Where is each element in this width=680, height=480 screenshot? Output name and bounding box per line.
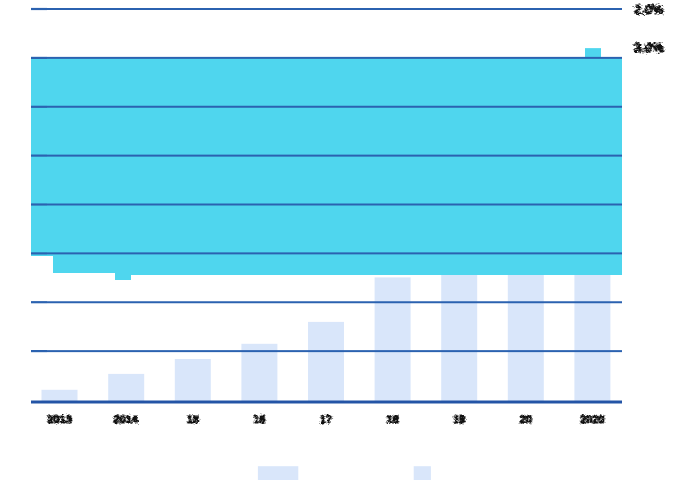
svg-text:3.0%: 3.0% [634,40,664,55]
svg-text:18: 18 [387,414,399,426]
svg-text:20: 20 [520,414,532,426]
svg-text:2020: 2020 [580,414,604,426]
svg-text:19: 19 [453,414,465,426]
svg-text:15: 15 [187,414,199,426]
svg-text:2.0%: 2.0% [634,2,664,17]
svg-text:2014: 2014 [114,414,139,426]
svg-text:16: 16 [253,414,265,426]
svg-text:2013: 2013 [47,414,71,426]
svg-text:17: 17 [320,414,332,426]
